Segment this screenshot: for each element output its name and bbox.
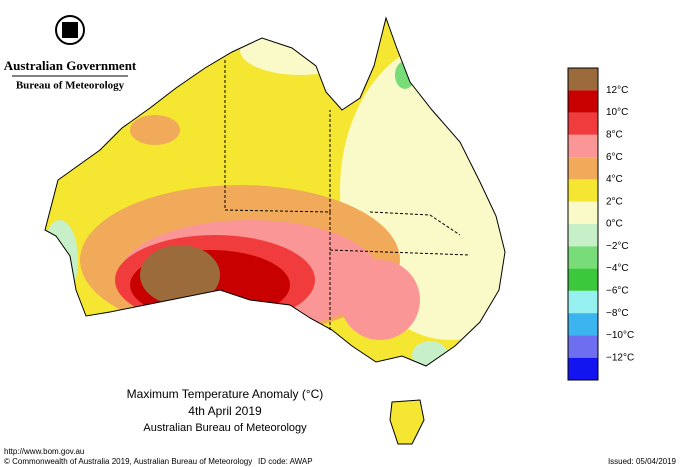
legend-label: 0°C (606, 219, 623, 230)
map-date: 4th April 2019 (188, 404, 262, 418)
id-code: ID code: AWAP (258, 457, 313, 466)
legend-label: −8°C (606, 308, 629, 319)
legend-swatch (568, 201, 598, 224)
legend-label: −12°C (606, 352, 634, 363)
legend-label: 12°C (606, 85, 628, 96)
legend-swatch (568, 224, 598, 247)
legend-label: 4°C (606, 174, 623, 185)
coastline (44, 16, 506, 445)
legend-swatch (568, 68, 598, 91)
legend-swatch (568, 313, 598, 336)
legend-label: 8°C (606, 129, 623, 140)
legend-swatch (568, 335, 598, 358)
legend-swatch (568, 134, 598, 158)
legend-label: −6°C (606, 285, 629, 296)
legend-swatch (568, 357, 598, 380)
map-source: Australian Bureau of Meteorology (143, 422, 307, 434)
url: http://www.bom.gov.au (4, 447, 84, 456)
copyright: © Commonwealth of Australia 2019, Austra… (4, 457, 252, 466)
gov-subtitle: Bureau of Meteorology (16, 80, 125, 92)
legend-swatch (568, 246, 598, 269)
gov-title: Australian Government (4, 58, 137, 73)
map-title: Maximum Temperature Anomaly (°C) (127, 387, 324, 401)
legend: 12°C 10°C 8°C 6°C 4°C 2°C 0°C −2°C −4°C −6°C −8°C −… (567, 67, 634, 381)
legend-swatch (568, 268, 598, 291)
legend-swatch (568, 179, 598, 202)
legend-label: −10°C (606, 330, 634, 341)
legend-label: 10°C (606, 107, 628, 118)
legend-swatch (568, 157, 598, 180)
legend-swatch (568, 90, 598, 113)
emblem (55, 15, 85, 45)
legend-label: −4°C (606, 263, 629, 274)
legend-label: 2°C (606, 196, 623, 207)
legend-frame (567, 67, 599, 381)
legend-label: 6°C (606, 152, 623, 163)
legend-label: −2°C (606, 241, 629, 252)
legend-swatch (568, 112, 598, 135)
issued: Issued: 05/04/2019 (608, 457, 677, 466)
legend-swatch (568, 290, 598, 314)
